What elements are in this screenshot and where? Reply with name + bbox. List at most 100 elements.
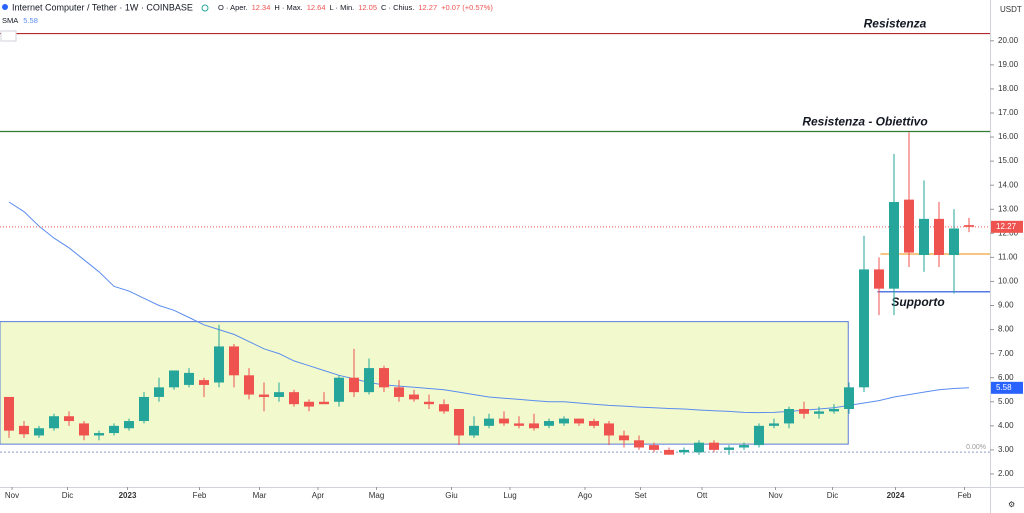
ohlc-label: C · Chius. (381, 3, 414, 12)
y-tick-label: 10.00 (998, 277, 1019, 286)
candle-body (964, 225, 974, 227)
status-dot (201, 4, 209, 12)
candle-body (319, 401, 329, 405)
candle-body (184, 372, 194, 385)
candle-body (169, 370, 179, 388)
candle-body (409, 394, 419, 400)
y-tick-label: 4.00 (998, 421, 1014, 430)
candle-body (709, 442, 719, 450)
ohlc-value: 12.05 (358, 3, 377, 12)
y-tick-label: 14.00 (998, 180, 1019, 189)
candle-body (724, 447, 734, 450)
x-tick-label: Mag (369, 491, 385, 500)
collapse-button[interactable] (0, 30, 17, 42)
candle-body (574, 418, 584, 424)
candle-body (604, 423, 614, 436)
ohlc-label: L · Min. (330, 3, 355, 12)
candle-body (619, 435, 629, 441)
x-tick-label: Apr (312, 491, 325, 500)
settings-icon[interactable]: ⚙ (1008, 500, 1015, 509)
y-tick-label: 13.00 (998, 204, 1019, 213)
candle-body (934, 218, 944, 255)
x-tick-label: Giu (445, 491, 457, 500)
x-tick-label: Set (634, 491, 647, 500)
candle-body (499, 418, 509, 424)
ohlc-value: 12.34 (252, 3, 271, 12)
level-label: Resistenza - Obiettivo (802, 115, 927, 129)
y-tick-label: 8.00 (998, 325, 1014, 334)
baseline-label: 0.00% (966, 444, 986, 451)
y-tick-label: 16.00 (998, 132, 1019, 141)
candle-body (784, 408, 794, 424)
plot: 0.00% Resistenza Resistenza - Obiettivo Sup… (0, 17, 990, 455)
candle-body (394, 387, 404, 397)
candle-body (379, 368, 389, 388)
candle-body (199, 380, 209, 385)
candle-body (289, 392, 299, 405)
candle-body (859, 269, 869, 388)
candle-body (229, 346, 239, 376)
candle-body (19, 425, 29, 435)
currency[interactable]: USDT (1000, 5, 1022, 14)
candle-body (424, 401, 434, 405)
x-tick-label: Feb (958, 491, 972, 500)
candle-body (349, 377, 359, 393)
candle-body (919, 218, 929, 255)
y-tick-label: 11.00 (998, 252, 1018, 261)
level-label: Supporto (891, 295, 944, 309)
x-tick-label: Mar (253, 491, 267, 500)
candle-body (679, 449, 689, 453)
x-tick-label: Dic (62, 491, 74, 500)
candle-body (4, 396, 14, 431)
candle-body (514, 423, 524, 426)
y-tick-label: 19.00 (998, 60, 1019, 69)
chart-title: Internet Computer / Tether · 1W · COINBA… (12, 2, 193, 12)
y-tick-label: 18.00 (998, 84, 1019, 93)
candle-body (214, 346, 224, 383)
last-price-label: 12.27 (996, 222, 1017, 231)
ohlc-value: 12.64 (307, 3, 326, 12)
candle-body (304, 401, 314, 407)
candle-body (244, 375, 254, 395)
candle-body (79, 423, 89, 436)
sma-legend-value: 5.58 (23, 16, 38, 25)
x-tick-label: Feb (193, 491, 207, 500)
y-tick-label: 2.00 (998, 469, 1014, 478)
sma-legend-name: SMA (2, 16, 18, 25)
y-tick-label: 9.00 (998, 301, 1014, 310)
level-label: Resistenza (864, 17, 927, 31)
candle-body (544, 421, 554, 426)
candle-body (694, 442, 704, 453)
candle-body (259, 394, 269, 397)
candle-body (559, 418, 569, 424)
y-tick-label: 6.00 (998, 373, 1014, 382)
candle-body (664, 449, 674, 455)
candle-body (904, 199, 914, 253)
candle-body (454, 408, 464, 436)
candle-body (154, 387, 164, 397)
candle-body (109, 425, 119, 434)
y-tick-label: 15.00 (998, 156, 1019, 165)
x-tick-label: Lug (503, 491, 516, 500)
candle-body (529, 423, 539, 429)
x-tick-label: Nov (5, 491, 19, 500)
candle-body (889, 202, 899, 289)
x-tick-label: Ago (578, 491, 593, 500)
y-tick-label: 3.00 (998, 445, 1014, 454)
sma-price-label-box (991, 381, 1023, 394)
x-tick-label: Dic (827, 491, 839, 500)
candle-body (949, 228, 959, 255)
candle-body (844, 387, 854, 409)
candle-body (469, 425, 479, 436)
y-tick-label: 7.00 (998, 349, 1014, 358)
candle-body (274, 392, 284, 397)
candle-body (124, 421, 134, 429)
x-tick-label: Ott (697, 491, 708, 500)
ohlc-label: H · Max. (274, 3, 302, 12)
ohlc-value: 12.27 (418, 3, 437, 12)
candle-body (739, 445, 749, 448)
candle-body (874, 269, 884, 289)
y-tick-label: 17.00 (998, 108, 1019, 117)
support-zone (0, 321, 849, 445)
